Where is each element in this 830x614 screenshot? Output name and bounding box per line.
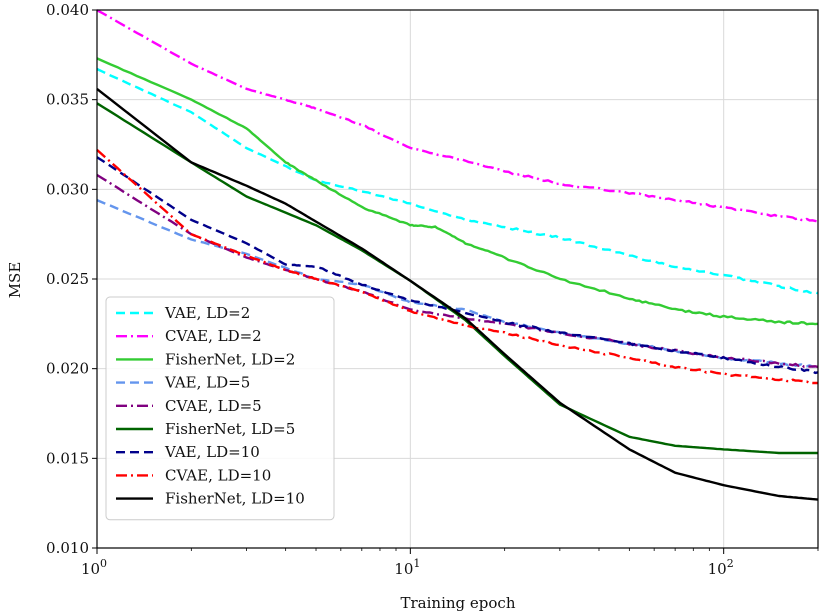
x-tick-label: 102 <box>708 557 734 578</box>
legend-label: VAE, LD=2 <box>164 304 250 322</box>
x-tick-label: 100 <box>81 557 107 578</box>
series-line <box>96 57 819 326</box>
series-line <box>96 67 819 295</box>
x-axis-label: Training epoch <box>401 594 516 612</box>
legend-label: FisherNet, LD=2 <box>165 350 295 368</box>
series-line <box>96 87 819 501</box>
legend-label: VAE, LD=5 <box>164 374 250 392</box>
y-tick-label: 0.025 <box>46 270 89 288</box>
legend-label: CVAE, LD=10 <box>165 466 271 484</box>
y-tick-label: 0.010 <box>46 539 89 557</box>
series-line <box>96 156 819 375</box>
legend: VAE, LD=2 CVAE, LD=2 FisherNet, LD=2 VAE, L… <box>105 296 335 521</box>
y-tick-label: 0.035 <box>46 91 89 109</box>
legend-label: VAE, LD=10 <box>164 443 260 461</box>
series-line <box>96 102 818 455</box>
legend-label: FisherNet, LD=10 <box>165 490 305 508</box>
legend-box <box>105 296 335 521</box>
legend-label: CVAE, LD=2 <box>165 327 262 345</box>
axes: 0.010 0.015 0.020 0.025 0.030 0.035 0.040 100 10… <box>46 1 819 578</box>
series-lines <box>96 9 819 501</box>
legend-label: CVAE, LD=5 <box>165 397 262 415</box>
x-tick-label: 101 <box>394 557 420 578</box>
y-tick-label: 0.040 <box>46 1 89 19</box>
series-line <box>96 9 819 223</box>
plot-frame <box>96 9 819 549</box>
y-tick-label: 0.020 <box>46 360 89 378</box>
y-axis-label: MSE <box>6 262 24 299</box>
y-tick-label: 0.015 <box>46 449 89 467</box>
y-tick-label: 0.030 <box>46 180 89 198</box>
series-line <box>96 149 818 385</box>
legend-label: FisherNet, LD=5 <box>165 420 295 438</box>
